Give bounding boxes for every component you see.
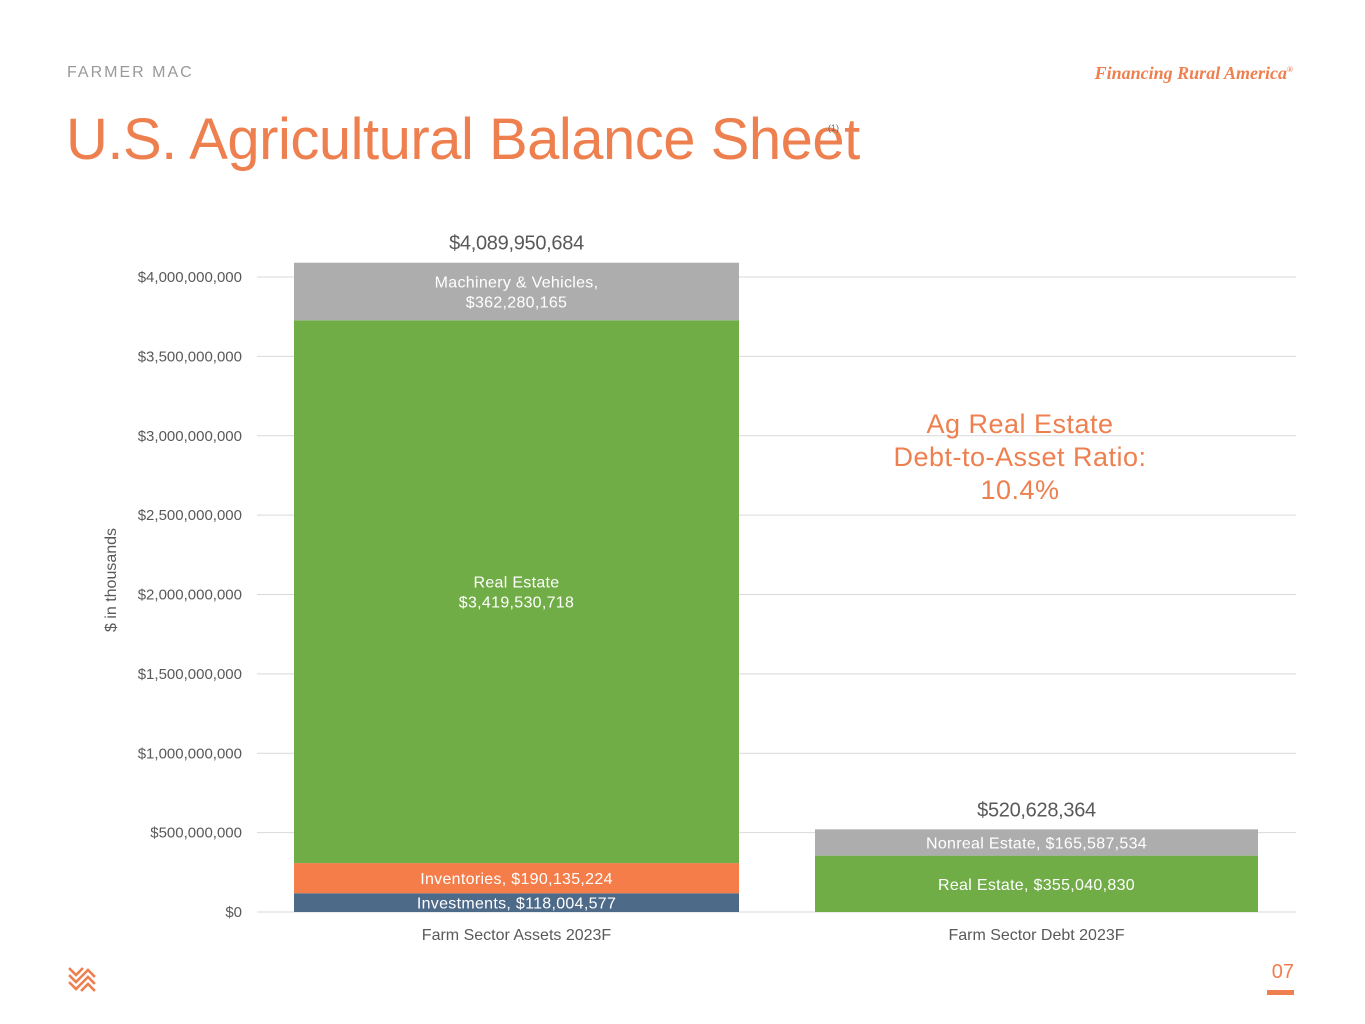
y-tick-label: $500,000,000 <box>150 825 242 842</box>
y-tick-label: $3,000,000,000 <box>138 428 242 445</box>
page-number: 07 <box>1271 961 1294 983</box>
bar-segment-nonreal-estate <box>815 829 1258 856</box>
segment-data-label: Real Estate, $355,040,830 <box>938 877 1135 894</box>
segment-data-label: Investments, $118,004,577 <box>417 896 616 913</box>
segment-data-label: $362,280,165 <box>466 294 567 311</box>
tagline-text: Financing Rural America <box>1094 63 1288 83</box>
registered-mark: ® <box>1287 65 1293 74</box>
y-tick-label: $2,500,000,000 <box>138 507 242 524</box>
y-tick-label: $2,000,000,000 <box>138 587 242 604</box>
brand-wordmark: FARMER MAC <box>67 64 194 81</box>
bar-total-label: $4,089,950,684 <box>449 233 584 255</box>
debt-to-asset-annotation: Ag Real Estate Debt-to-Asset Ratio: 10.4… <box>870 408 1170 507</box>
segment-data-label: $3,419,530,718 <box>459 595 574 612</box>
segment-data-label: Nonreal Estate, $165,587,534 <box>926 835 1147 852</box>
y-tick-label: $1,500,000,000 <box>138 666 242 683</box>
tagline: Financing Rural America® <box>1095 63 1293 84</box>
x-category-label: Farm Sector Assets 2023F <box>422 927 612 944</box>
bar-segment-machinery-vehicles <box>294 262 739 321</box>
y-tick-label: $4,000,000,000 <box>138 269 242 286</box>
bar-segment-real-estate <box>294 320 739 864</box>
y-tick-label: $0 <box>225 904 242 921</box>
x-category-label: Farm Sector Debt 2023F <box>948 927 1124 944</box>
segment-data-label: Inventories, $190,135,224 <box>420 871 613 888</box>
farmer-mac-logo-icon <box>68 967 96 992</box>
bar-segment-investments <box>294 893 739 912</box>
title-footnote-marker: (1) <box>828 123 839 133</box>
annotation-line-1: Ag Real Estate <box>926 409 1114 439</box>
page-title: U.S. Agricultural Balance Sheet <box>66 107 860 172</box>
annotation-line-2: Debt-to-Asset Ratio: <box>893 442 1147 472</box>
bar-segment-real-estate <box>815 855 1258 912</box>
bar-segment-inventories <box>294 863 739 894</box>
y-tick-label: $3,500,000,000 <box>138 348 242 365</box>
annotation-value: 10.4% <box>980 475 1060 505</box>
segment-data-label: Real Estate <box>473 575 559 592</box>
bar-total-label: $520,628,364 <box>977 799 1096 821</box>
y-axis-title: $ in thousands <box>103 528 120 632</box>
segment-data-label: Machinery & Vehicles, <box>435 274 599 291</box>
y-tick-label: $1,000,000,000 <box>138 745 242 762</box>
page-number-underline <box>1267 990 1294 995</box>
